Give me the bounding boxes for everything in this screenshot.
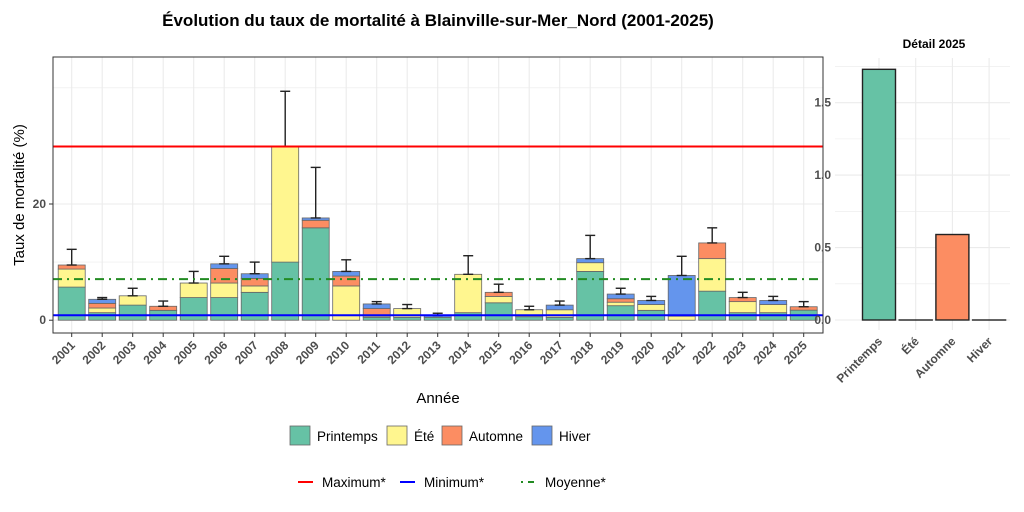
x-tick-label: 2005 bbox=[171, 338, 200, 367]
x-tick-label: 2003 bbox=[110, 338, 139, 367]
y-tick-label: 0 bbox=[39, 313, 46, 327]
bar-segment-été bbox=[728, 301, 757, 314]
bar-segment-été bbox=[484, 295, 513, 304]
x-tick-label: 2002 bbox=[80, 338, 109, 367]
bar-segment-automne bbox=[332, 275, 361, 287]
x-tick-label: Hiver bbox=[964, 334, 995, 365]
bar-segment-été bbox=[179, 282, 208, 298]
legend-label: Automne bbox=[469, 429, 523, 444]
bar-segment-printemps bbox=[545, 316, 574, 321]
x-tick-label: 2018 bbox=[568, 338, 597, 367]
y-tick-label: 0.5 bbox=[814, 241, 831, 255]
bar-segment-printemps bbox=[118, 304, 147, 321]
bar-segment-printemps bbox=[179, 297, 208, 321]
legend-label: Hiver bbox=[559, 429, 591, 444]
x-tick-label: 2019 bbox=[598, 338, 627, 367]
bar-segment-automne bbox=[606, 298, 635, 303]
x-tick-label: 2006 bbox=[202, 338, 231, 367]
x-tick-label: Printemps bbox=[834, 334, 886, 386]
bar-segment-été bbox=[118, 295, 147, 306]
bar-segment-printemps bbox=[271, 261, 300, 321]
bar-segment-été bbox=[759, 304, 788, 314]
bar-segment-été bbox=[57, 268, 86, 288]
bar-segment-printemps bbox=[88, 312, 117, 321]
x-tick-label: 2007 bbox=[232, 338, 261, 367]
x-axis-title: Année bbox=[416, 390, 459, 407]
bar-segment-été bbox=[667, 315, 696, 321]
bar-segment-printemps bbox=[454, 312, 483, 321]
y-tick-label: 1.0 bbox=[814, 168, 831, 182]
x-tick-label: 2017 bbox=[537, 338, 566, 367]
detail-bar-0 bbox=[861, 68, 897, 321]
y-tick-label: 20 bbox=[33, 197, 47, 211]
bar-segment-automne bbox=[210, 268, 239, 284]
x-tick-label: 2009 bbox=[293, 338, 322, 367]
x-tick-label: Automne bbox=[912, 334, 959, 381]
legend: Printemps Été Automne Hiver Maximum* Minimum*… bbox=[289, 425, 607, 490]
legend-key-0 bbox=[289, 425, 311, 446]
bar-segment-automne bbox=[301, 219, 330, 229]
bar-segment-printemps bbox=[423, 316, 452, 321]
y-axis-title: Taux de mortalité (%) bbox=[11, 124, 28, 266]
bar-segment-hiver bbox=[667, 275, 696, 317]
detail-bar-2 bbox=[935, 233, 970, 321]
main-plot: 2001 2002 2003 2004 2005 2006 2007 2008 2009 2010… bbox=[33, 56, 824, 367]
x-tick-label: 2020 bbox=[629, 338, 658, 367]
plot-border bbox=[52, 56, 824, 334]
x-tick-label: 2010 bbox=[324, 338, 353, 367]
x-tick-label: 2025 bbox=[781, 338, 810, 367]
x-tick-label: 2011 bbox=[355, 338, 384, 367]
x-tick-label: 2013 bbox=[415, 338, 444, 367]
x-tick-label: 2001 bbox=[49, 338, 78, 367]
bar-segment-été bbox=[271, 146, 300, 263]
y-tick-label: 1.5 bbox=[814, 96, 831, 110]
legend-key-1 bbox=[386, 425, 408, 446]
bar-segment-automne bbox=[698, 242, 727, 260]
legend-label: Minimum* bbox=[424, 475, 485, 490]
bar-segment-printemps bbox=[484, 302, 513, 321]
bar-segment-été bbox=[637, 304, 666, 311]
x-tick-label: 2024 bbox=[751, 338, 780, 367]
legend-label: Été bbox=[414, 429, 434, 444]
legend-label: Moyenne* bbox=[545, 475, 607, 490]
x-tick-label: 2023 bbox=[720, 338, 749, 367]
y-tick-label: 0.0 bbox=[814, 313, 831, 327]
bar-segment-printemps bbox=[606, 305, 635, 321]
x-tick-label: 2008 bbox=[263, 338, 292, 367]
x-tick-label: 2014 bbox=[446, 338, 475, 367]
bar-segment-été bbox=[88, 307, 117, 314]
bar-segment-printemps bbox=[362, 316, 391, 321]
x-tick-label: 2015 bbox=[476, 338, 505, 367]
x-tick-label: Été bbox=[898, 333, 922, 357]
bar-segment-printemps bbox=[210, 297, 239, 321]
x-tick-label: 2004 bbox=[141, 338, 170, 367]
legend-label: Maximum* bbox=[322, 475, 387, 490]
x-tick-label: 2021 bbox=[659, 338, 688, 367]
bar-segment-été bbox=[454, 273, 483, 314]
detail-title: Détail 2025 bbox=[903, 37, 966, 51]
bar-segment-été bbox=[698, 258, 727, 292]
bar-segment-été bbox=[606, 301, 635, 307]
chart-title: Évolution du taux de mortalité à Blainvi… bbox=[162, 11, 714, 30]
x-tick-label: 2012 bbox=[385, 338, 414, 367]
legend-key-2 bbox=[441, 425, 463, 446]
bar-segment-été bbox=[576, 262, 605, 272]
legend-label: Printemps bbox=[317, 429, 378, 444]
bar-segment-été bbox=[210, 282, 239, 298]
bar-segment-automne bbox=[88, 302, 117, 309]
bar-segment-printemps bbox=[301, 227, 330, 321]
bar-segment-printemps bbox=[728, 312, 757, 321]
bar-segment-printemps bbox=[515, 316, 544, 321]
x-tick-label: 2022 bbox=[690, 338, 719, 367]
bar-segment-printemps bbox=[759, 312, 788, 321]
legend-key-3 bbox=[531, 425, 553, 446]
bar-segment-été bbox=[240, 285, 269, 293]
x-tick-label: 2016 bbox=[507, 338, 536, 367]
bar-segment-printemps bbox=[393, 316, 422, 321]
